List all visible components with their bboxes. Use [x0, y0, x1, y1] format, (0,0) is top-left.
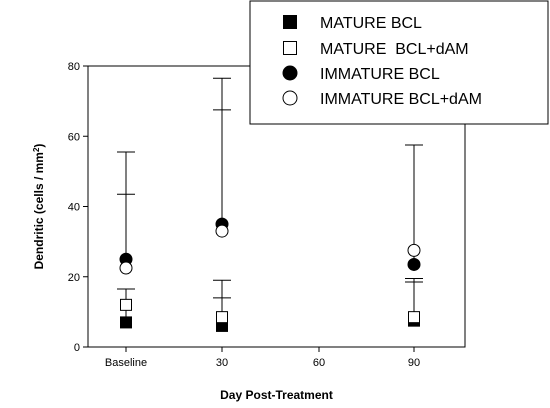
legend-items: MATURE BCL MATURE BCL+dAM IMMATURE BCL IMMA… [282, 15, 482, 108]
legend-filled-circle-icon [282, 65, 298, 81]
x-axis: Baseline 30 60 90 [105, 347, 420, 369]
open-circle-marker [119, 261, 133, 275]
legend-open-circle-icon [282, 90, 298, 106]
y-axis: 0 20 40 60 80 [68, 61, 88, 354]
open-circle-marker [407, 243, 421, 257]
open-square-marker [120, 298, 132, 311]
legend: MATURE BCL MATURE BCL+dAM IMMATURE BCL IMMA… [249, 0, 549, 125]
legend-label: MATURE BCL+dAM [320, 41, 469, 58]
legend-label: MATURE BCL [320, 15, 422, 32]
open-circle-marker [215, 224, 229, 238]
y-axis-title-sup: 2 [32, 147, 41, 152]
legend-box [249, 0, 549, 125]
y-axis-title-main: Dendritic (cells / mm [32, 152, 46, 269]
y-tick-label: 40 [68, 202, 80, 214]
filled-square-marker [120, 316, 132, 329]
x-tick-label: 30 [216, 357, 228, 369]
y-axis-title: Dendritic (cells / mm2) [32, 144, 47, 270]
x-tick-label: 60 [313, 357, 325, 369]
y-tick-label: 60 [68, 131, 80, 143]
y-tick-label: 80 [68, 61, 80, 73]
open-square-marker [408, 311, 420, 324]
legend-filled-square-icon [283, 15, 297, 29]
legend-item: MATURE BCL+dAM [283, 41, 469, 58]
y-tick-label: 0 [74, 342, 80, 354]
x-tick-label: Baseline [105, 357, 147, 369]
y-axis-title-end: ) [32, 144, 46, 148]
data-markers [119, 217, 421, 332]
legend-item: IMMATURE BCL+dAM [282, 90, 482, 108]
legend-label: IMMATURE BCL+dAM [320, 91, 482, 108]
legend-open-square-icon [283, 41, 297, 55]
x-axis-title: Day Post-Treatment [220, 388, 333, 402]
legend-label: IMMATURE BCL [320, 66, 440, 83]
x-tick-label: 90 [408, 357, 420, 369]
filled-circle-marker [407, 257, 421, 271]
open-square-marker [216, 311, 228, 324]
legend-item: MATURE BCL [283, 15, 422, 32]
y-tick-label: 20 [68, 272, 80, 284]
legend-item: IMMATURE BCL [282, 65, 440, 83]
